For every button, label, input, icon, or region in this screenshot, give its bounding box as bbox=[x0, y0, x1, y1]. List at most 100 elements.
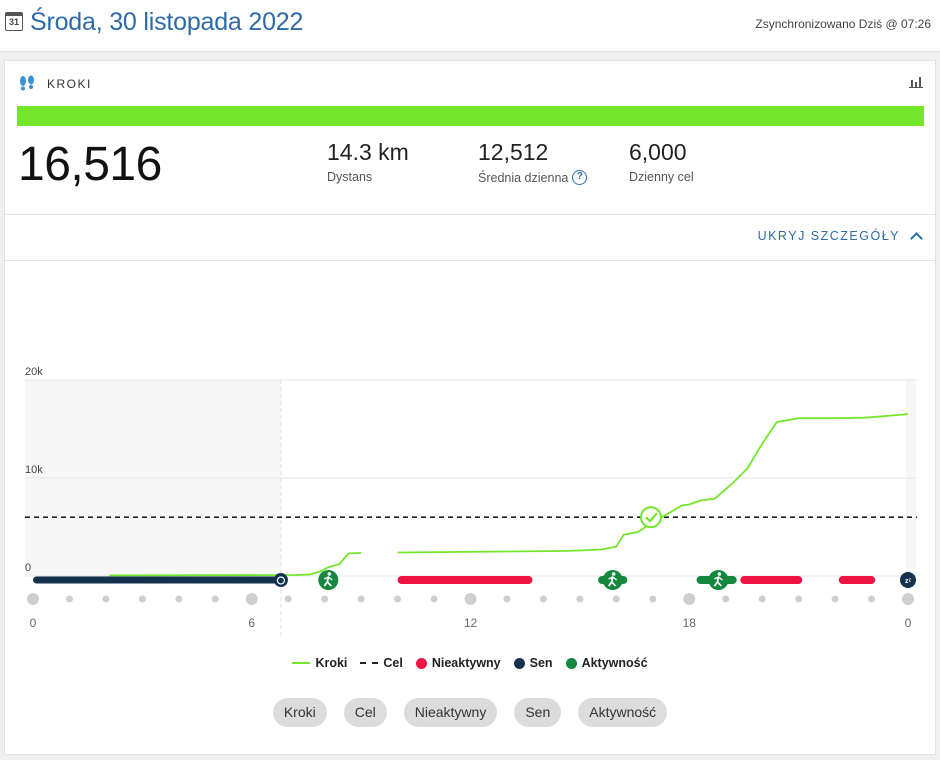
x-tick-label: 0 bbox=[905, 616, 912, 630]
hour-dot bbox=[430, 595, 438, 603]
toggle-cel-button[interactable]: Cel bbox=[343, 698, 387, 727]
x-tick-label: 6 bbox=[248, 616, 255, 630]
figure-head bbox=[611, 572, 616, 576]
calendar-icon[interactable]: 31 bbox=[5, 12, 23, 31]
band-inactive bbox=[740, 576, 803, 584]
hour-dot bbox=[102, 595, 110, 603]
hour-dot bbox=[722, 595, 730, 603]
hour-dot bbox=[612, 595, 620, 603]
footsteps-icon bbox=[20, 75, 34, 91]
legend-dash-swatch bbox=[360, 662, 379, 664]
legend-label: Kroki bbox=[315, 656, 348, 670]
stat-label: Dystans bbox=[327, 170, 373, 184]
band-inactive bbox=[397, 576, 533, 584]
stat-label: Dzienny cel bbox=[629, 170, 694, 184]
sync-status: Zsynchronizowano Dziś @ 07:26 bbox=[755, 17, 931, 31]
figure-leg bbox=[326, 581, 332, 587]
legend-dot-swatch bbox=[513, 657, 525, 669]
marker-circle bbox=[900, 572, 916, 588]
toggle-aktywno-button[interactable]: Aktywność bbox=[578, 698, 668, 727]
legend-label: Aktywność bbox=[581, 656, 648, 670]
steps-series-line bbox=[397, 413, 909, 554]
band-sleep bbox=[33, 576, 281, 584]
run-icon bbox=[708, 570, 729, 590]
legend-dot-swatch bbox=[415, 657, 427, 669]
toggle-kroki-button[interactable]: Kroki bbox=[272, 698, 327, 727]
hour-dot bbox=[795, 595, 803, 603]
hour-dot bbox=[503, 595, 511, 603]
stat-daily-average: 12,512 Średnia dzienna? bbox=[478, 139, 588, 185]
band-inactive bbox=[838, 576, 876, 584]
figure-head bbox=[717, 572, 722, 576]
hour-dot bbox=[357, 595, 365, 603]
card-title: KROKI bbox=[47, 77, 92, 91]
divider bbox=[5, 214, 935, 215]
x-tick-label: 0 bbox=[30, 616, 37, 630]
y-tick-label: 0 bbox=[25, 562, 31, 574]
steps-chart: 20k 10k 0 zᶻ 0 6 12 18 0 bbox=[25, 366, 917, 636]
toggle-sen-button[interactable]: Sen bbox=[514, 698, 562, 727]
page-title: Środa, 30 listopada 2022 bbox=[30, 8, 304, 36]
steps-series-line bbox=[109, 552, 362, 577]
stat-value: 12,512 bbox=[478, 139, 549, 165]
stat-label: Średnia dzienna bbox=[478, 170, 569, 185]
figure-arms bbox=[323, 576, 333, 581]
legend-line-swatch bbox=[292, 662, 311, 664]
legend-dot-swatch bbox=[565, 657, 577, 669]
figure-arms bbox=[714, 576, 723, 581]
hour-dot bbox=[175, 595, 183, 603]
legend-label: Cel bbox=[383, 656, 403, 670]
figure-head bbox=[327, 572, 332, 576]
goal-progress-fill bbox=[17, 106, 924, 126]
hour-dot-major bbox=[464, 593, 477, 605]
marker-circle bbox=[273, 573, 288, 587]
hour-dot bbox=[576, 595, 584, 603]
hour-dot bbox=[868, 595, 876, 603]
hour-dot bbox=[831, 595, 839, 603]
walk-icon bbox=[602, 570, 623, 590]
hour-dot bbox=[649, 595, 657, 603]
goal-progress-bar bbox=[17, 106, 924, 126]
alarm-clock-icon bbox=[273, 573, 288, 587]
bar-chart-icon[interactable] bbox=[909, 76, 923, 88]
hour-dot bbox=[321, 595, 329, 603]
zzz-icon: zᶻ bbox=[900, 572, 916, 588]
steps-card: KROKI 16,516 14.3 km Dystans 12,512 Śred… bbox=[4, 60, 936, 755]
hide-details-label: UKRYJ SZCZEGÓŁY bbox=[757, 229, 900, 243]
hour-dot bbox=[758, 595, 766, 603]
alarm-clock-face bbox=[276, 576, 286, 585]
zzz-glyph: zᶻ bbox=[905, 578, 912, 585]
walk-icon bbox=[318, 570, 339, 590]
hour-dot bbox=[284, 595, 292, 603]
legend-item: Cel bbox=[360, 656, 403, 670]
series-toggles: Kroki Cel Nieaktywny Sen Aktywność bbox=[5, 698, 935, 727]
y-tick-label: 20k bbox=[25, 366, 43, 378]
checkmark-icon bbox=[645, 512, 658, 523]
hide-details-button[interactable]: UKRYJ SZCZEGÓŁY bbox=[757, 229, 923, 245]
hour-dot bbox=[394, 595, 402, 603]
hour-dot bbox=[138, 595, 146, 603]
stat-distance: 14.3 km Dystans bbox=[327, 139, 409, 184]
figure-arms bbox=[608, 576, 618, 581]
stat-value: 6,000 bbox=[629, 139, 687, 165]
top-bar: 31 Środa, 30 listopada 2022 Zsynchronizo… bbox=[0, 0, 940, 52]
stat-daily-goal: 6,000 Dzienny cel bbox=[629, 139, 694, 184]
hour-dot-major bbox=[683, 593, 696, 605]
legend-item: Sen bbox=[513, 656, 553, 670]
legend-item: Aktywność bbox=[565, 656, 648, 670]
goal-reached-marker bbox=[639, 506, 662, 529]
hour-dot bbox=[539, 595, 547, 603]
hour-dot bbox=[211, 595, 219, 603]
total-steps: 16,516 bbox=[18, 138, 162, 191]
legend-item: Nieaktywny bbox=[415, 656, 501, 670]
y-tick-label: 10k bbox=[25, 464, 43, 476]
legend-label: Sen bbox=[529, 656, 553, 670]
help-icon[interactable]: ? bbox=[572, 170, 588, 185]
toggle-nieaktywny-button[interactable]: Nieaktywny bbox=[403, 698, 498, 727]
hour-dot bbox=[65, 595, 73, 603]
hour-dot-major bbox=[245, 593, 258, 605]
hour-dot-major bbox=[27, 593, 39, 605]
hour-dot-major bbox=[902, 593, 914, 605]
legend-item: Kroki bbox=[292, 656, 347, 670]
x-tick-label: 12 bbox=[464, 616, 478, 630]
